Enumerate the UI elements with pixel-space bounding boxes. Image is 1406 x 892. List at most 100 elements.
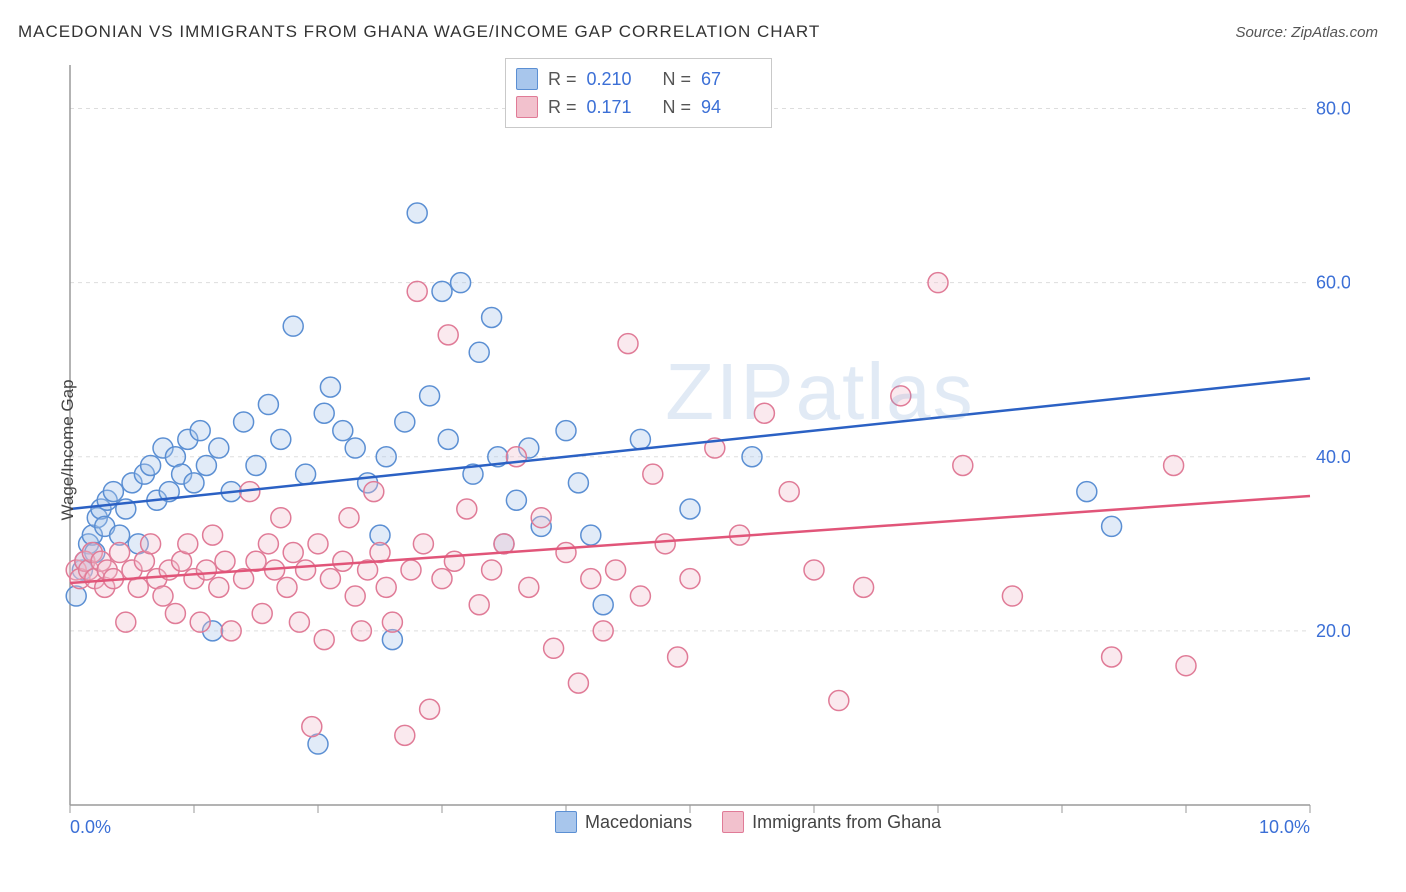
data-point	[339, 508, 359, 528]
data-point	[221, 621, 241, 641]
data-point	[246, 455, 266, 475]
data-point	[333, 421, 353, 441]
data-point	[209, 577, 229, 597]
data-point	[395, 412, 415, 432]
scatter-chart: 20.0%40.0%60.0%80.0%0.0%10.0%	[50, 55, 1350, 845]
data-point	[1164, 455, 1184, 475]
data-point	[178, 534, 198, 554]
data-point	[165, 603, 185, 623]
data-point	[568, 473, 588, 493]
data-point	[395, 725, 415, 745]
legend-swatch	[516, 96, 538, 118]
x-max-label: 10.0%	[1259, 817, 1310, 837]
data-point	[376, 577, 396, 597]
legend-series-label: Macedonians	[585, 812, 692, 833]
data-point	[234, 412, 254, 432]
data-point	[829, 691, 849, 711]
trend-line	[70, 378, 1310, 509]
data-point	[333, 551, 353, 571]
data-point	[779, 482, 799, 502]
data-point	[469, 595, 489, 615]
data-point	[469, 342, 489, 362]
data-point	[457, 499, 477, 519]
data-point	[382, 612, 402, 632]
data-point	[364, 482, 384, 502]
data-point	[754, 403, 774, 423]
data-point	[190, 421, 210, 441]
legend-series-item: Macedonians	[555, 811, 692, 833]
data-point	[302, 717, 322, 737]
data-point	[413, 534, 433, 554]
data-point	[482, 307, 502, 327]
legend-stats: R =0.210 N =67R =0.171 N =94	[505, 58, 772, 128]
data-point	[345, 586, 365, 606]
legend-stats-row: R =0.171 N =94	[516, 93, 757, 121]
data-point	[482, 560, 502, 580]
data-point	[1102, 647, 1122, 667]
data-point	[444, 551, 464, 571]
legend-stats-row: R =0.210 N =67	[516, 65, 757, 93]
data-point	[283, 543, 303, 563]
data-point	[203, 525, 223, 545]
data-point	[320, 569, 340, 589]
data-point	[630, 586, 650, 606]
data-point	[110, 543, 130, 563]
legend-n-value: 94	[701, 93, 757, 121]
data-point	[804, 560, 824, 580]
data-point	[252, 603, 272, 623]
y-axis-label: Wage/Income Gap	[58, 379, 78, 520]
data-point	[196, 455, 216, 475]
data-point	[141, 455, 161, 475]
data-point	[289, 612, 309, 632]
legend-series-label: Immigrants from Ghana	[752, 812, 941, 833]
data-point	[407, 281, 427, 301]
legend-n-value: 67	[701, 65, 757, 93]
data-point	[556, 543, 576, 563]
data-point	[420, 386, 440, 406]
data-point	[258, 534, 278, 554]
data-point	[451, 273, 471, 293]
data-point	[432, 569, 452, 589]
data-point	[314, 403, 334, 423]
data-point	[680, 569, 700, 589]
data-point	[308, 534, 328, 554]
data-point	[953, 455, 973, 475]
data-point	[296, 560, 316, 580]
x-min-label: 0.0%	[70, 817, 111, 837]
data-point	[593, 621, 613, 641]
data-point	[184, 473, 204, 493]
data-point	[655, 534, 675, 554]
data-point	[314, 630, 334, 650]
data-point	[568, 673, 588, 693]
data-point	[351, 621, 371, 641]
data-point	[190, 612, 210, 632]
data-point	[1077, 482, 1097, 502]
data-point	[438, 325, 458, 345]
data-point	[618, 334, 638, 354]
data-point	[630, 429, 650, 449]
data-point	[153, 586, 173, 606]
data-point	[196, 560, 216, 580]
legend-swatch	[722, 811, 744, 833]
data-point	[581, 569, 601, 589]
data-point	[1002, 586, 1022, 606]
data-point	[593, 595, 613, 615]
data-point	[1176, 656, 1196, 676]
data-point	[544, 638, 564, 658]
y-tick-label: 80.0%	[1316, 99, 1350, 119]
data-point	[519, 577, 539, 597]
legend-swatch	[555, 811, 577, 833]
legend-series: Macedonians Immigrants from Ghana	[555, 811, 941, 833]
data-point	[66, 586, 86, 606]
data-point	[376, 447, 396, 467]
data-point	[209, 438, 229, 458]
data-point	[668, 647, 688, 667]
data-point	[531, 508, 551, 528]
source-attribution: Source: ZipAtlas.com	[1235, 24, 1378, 41]
data-point	[420, 699, 440, 719]
legend-series-item: Immigrants from Ghana	[722, 811, 941, 833]
data-point	[215, 551, 235, 571]
y-tick-label: 60.0%	[1316, 273, 1350, 293]
data-point	[606, 560, 626, 580]
legend-n-label: N =	[653, 93, 692, 121]
